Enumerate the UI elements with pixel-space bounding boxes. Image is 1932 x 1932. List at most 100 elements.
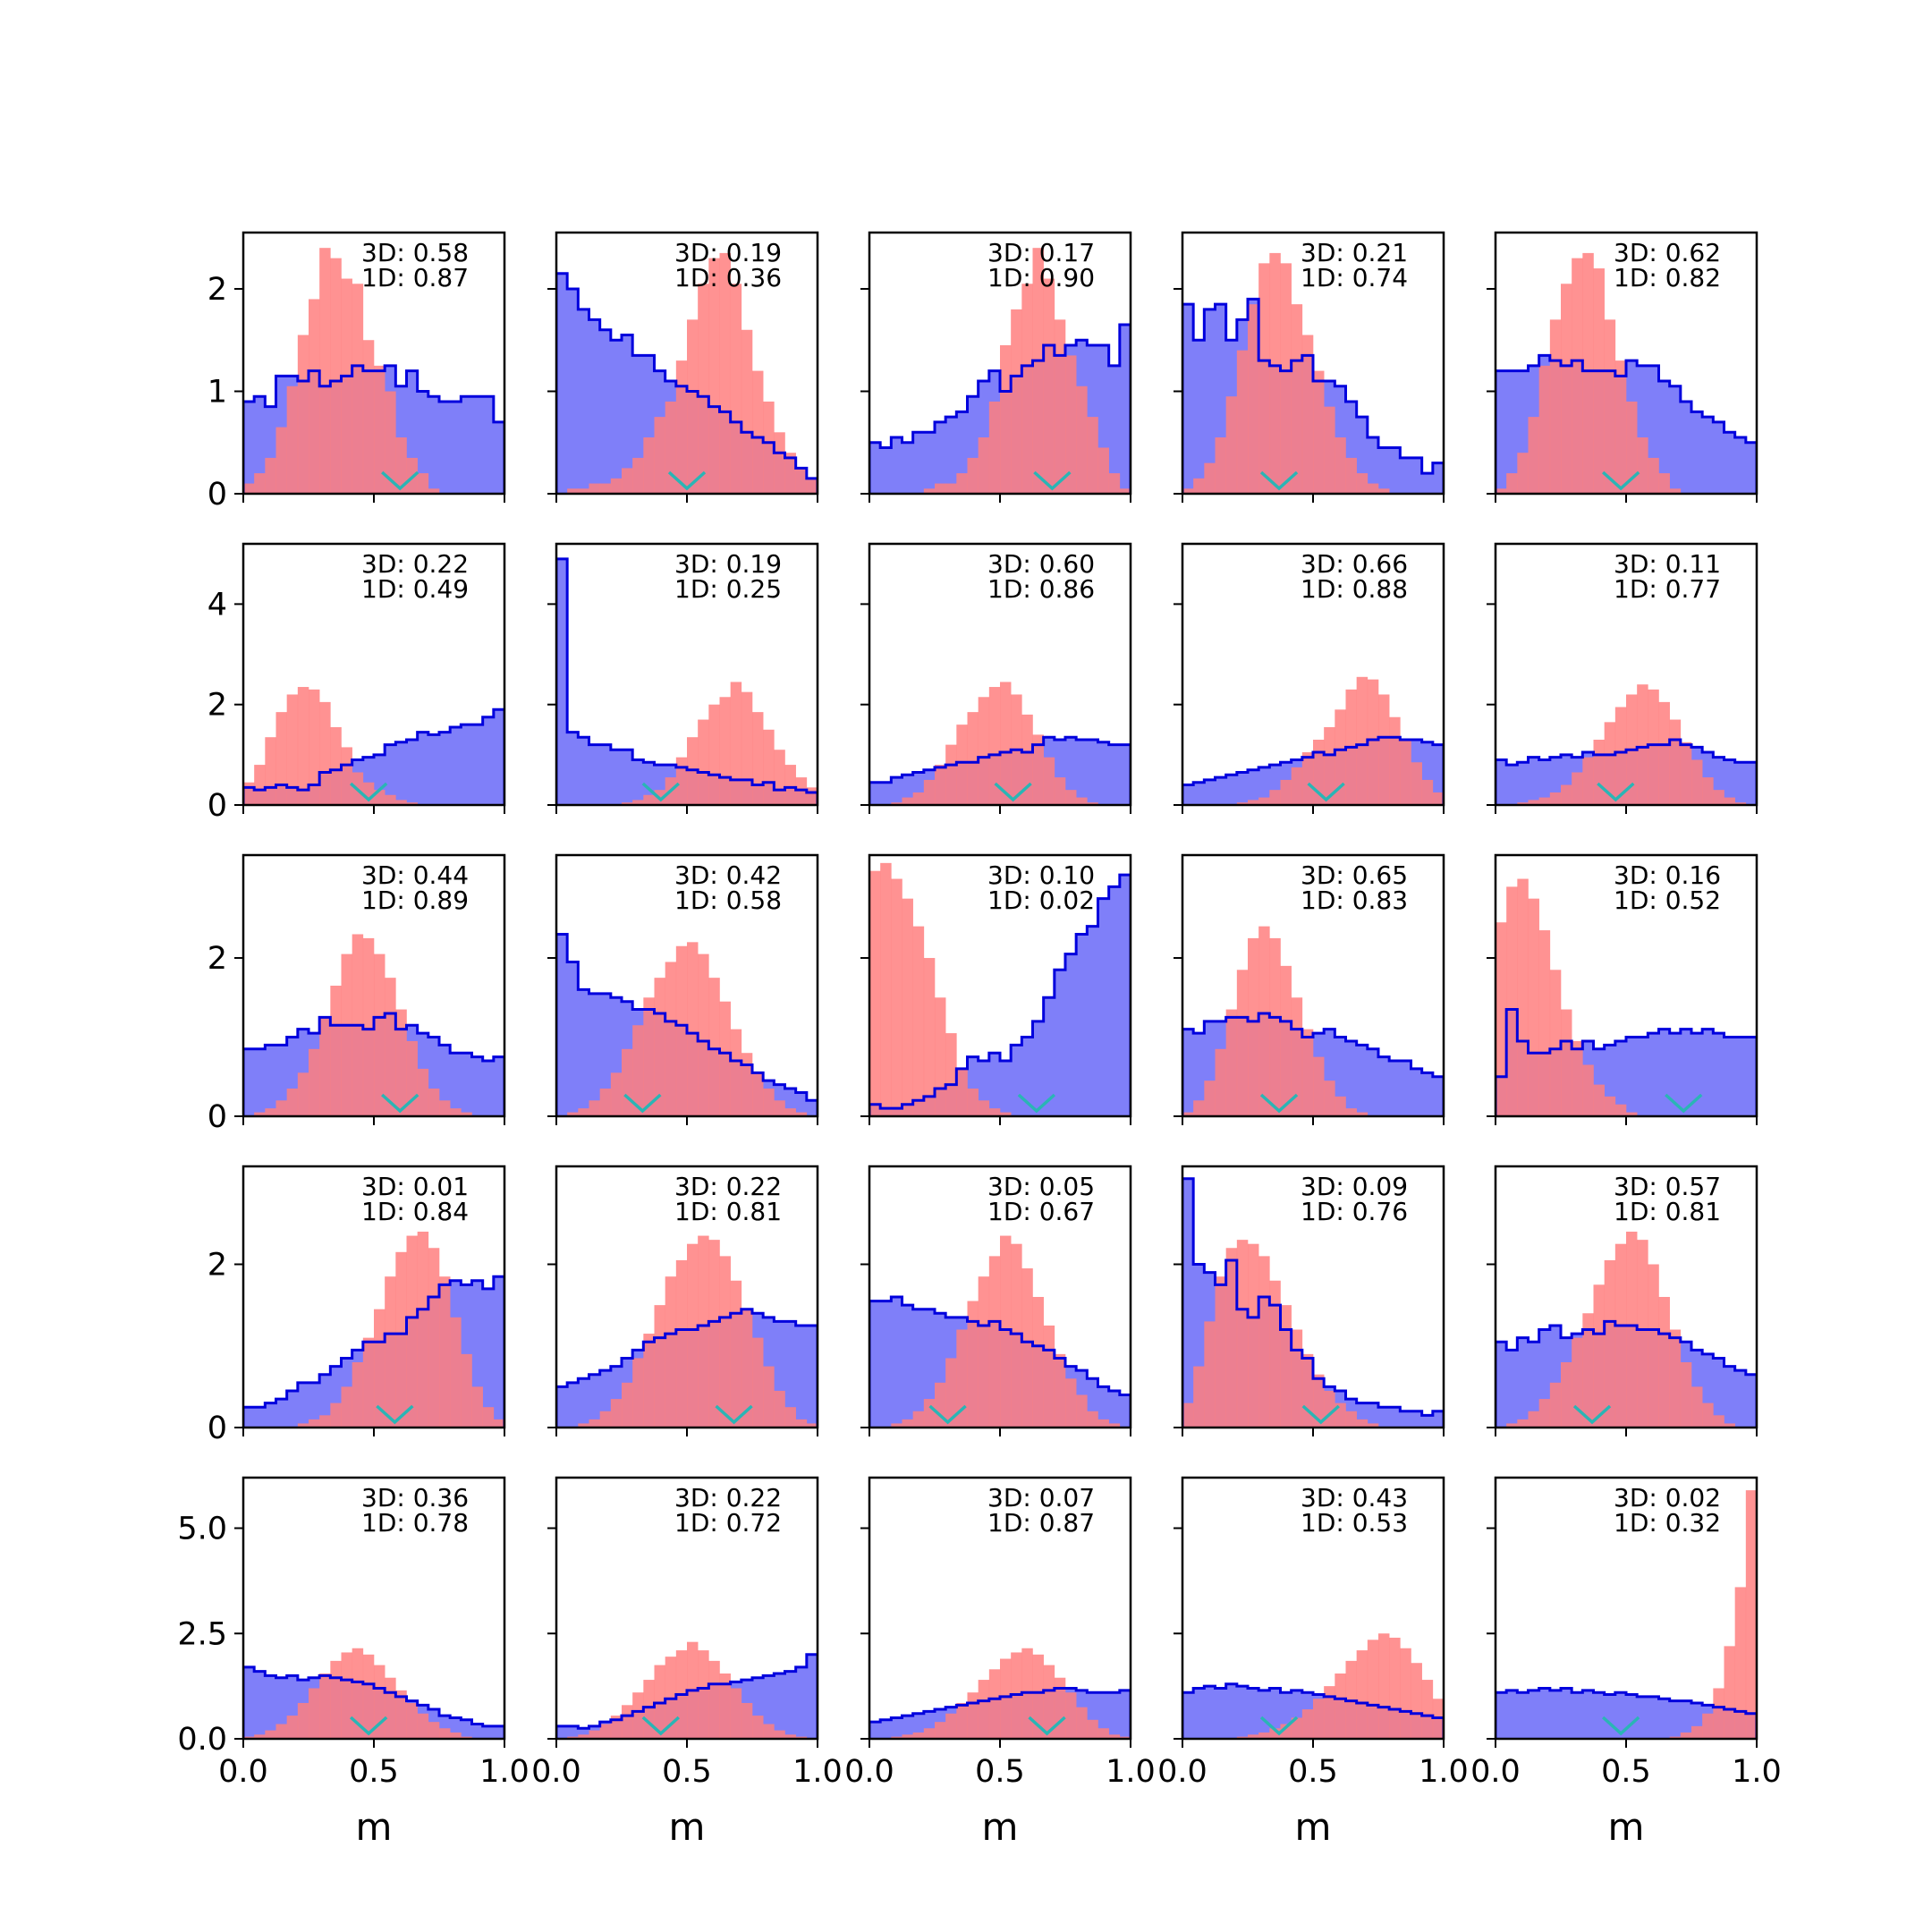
- marker-chevron: [1307, 782, 1345, 802]
- red-histogram-bar: [1043, 1325, 1055, 1428]
- annotation-1d: 1D: 0.82: [1614, 263, 1721, 292]
- red-histogram-bar: [578, 1423, 589, 1428]
- red-histogram-bar: [330, 258, 342, 494]
- red-histogram-bar: [1411, 762, 1422, 805]
- red-histogram-bar: [967, 712, 979, 805]
- red-histogram-bar: [1528, 1411, 1539, 1428]
- red-histogram-bar: [1313, 1699, 1325, 1739]
- annotation-1d: 1D: 0.49: [361, 574, 469, 604]
- red-histogram-bar: [1043, 1665, 1055, 1739]
- red-histogram-bar: [1367, 483, 1379, 494]
- red-histogram-bar: [1702, 777, 1714, 805]
- red-histogram-bar: [395, 1009, 407, 1116]
- red-histogram-bar: [708, 978, 720, 1116]
- plot-area: [1496, 1490, 1757, 1739]
- red-histogram-bar: [1248, 1243, 1259, 1428]
- red-histogram-bar: [439, 1276, 451, 1428]
- marker-chevron: [349, 1716, 388, 1736]
- red-histogram-bar: [1280, 263, 1292, 494]
- red-histogram-bar: [297, 335, 309, 494]
- red-histogram-bar: [902, 797, 913, 805]
- annotation-3d: 3D: 0.19: [674, 238, 782, 267]
- red-histogram-bar: [1582, 1313, 1594, 1428]
- plot-area: [869, 862, 1131, 1116]
- annotation-1d: 1D: 0.87: [361, 263, 469, 292]
- red-histogram-bar: [286, 694, 299, 805]
- red-histogram-bar: [1076, 1394, 1088, 1428]
- red-histogram-bar: [698, 1235, 709, 1428]
- red-histogram-bar: [1054, 319, 1066, 494]
- annotation-3d: 3D: 0.05: [987, 1172, 1095, 1201]
- x-axis-label: m: [356, 1805, 393, 1849]
- red-histogram-bar: [1021, 714, 1033, 805]
- blue-histogram-outline: [243, 1665, 504, 1739]
- annotation-3d: 3D: 0.60: [987, 549, 1095, 579]
- red-histogram-bar: [471, 1386, 483, 1428]
- red-histogram-bar: [319, 701, 331, 805]
- annotation-1d: 1D: 0.02: [987, 886, 1095, 915]
- red-histogram-bar: [1324, 1080, 1335, 1116]
- red-histogram-bar: [1637, 437, 1648, 494]
- red-histogram-bar: [632, 457, 644, 494]
- red-histogram-bar: [1248, 937, 1259, 1116]
- red-histogram-bar: [610, 478, 623, 494]
- red-histogram-bar: [1258, 1732, 1270, 1739]
- red-histogram-bar: [243, 483, 255, 494]
- marker-chevron: [1033, 470, 1072, 491]
- y-tick-label: 2: [208, 941, 227, 977]
- red-histogram-bar: [243, 782, 255, 805]
- red-histogram-bar: [774, 750, 785, 805]
- red-histogram-bar: [1604, 722, 1616, 805]
- red-histogram-bar: [622, 802, 633, 805]
- plot-area: [869, 1648, 1131, 1739]
- red-histogram-bar: [675, 945, 688, 1116]
- red-histogram-bar: [599, 1724, 612, 1739]
- plot-area: [556, 932, 818, 1116]
- red-histogram-bar: [1280, 1305, 1292, 1428]
- plot-area: [243, 1648, 504, 1739]
- blue-histogram-outline: [1182, 1177, 1444, 1428]
- red-histogram-bar: [1506, 886, 1518, 1116]
- red-histogram-bar: [341, 747, 352, 805]
- red-histogram-bar: [1669, 488, 1682, 494]
- red-histogram-bar: [1734, 1587, 1747, 1739]
- red-histogram-bar: [385, 794, 396, 805]
- red-histogram-bar: [1032, 248, 1044, 494]
- red-histogram-bar: [330, 1402, 342, 1428]
- red-histogram-bar: [1356, 1112, 1368, 1116]
- red-histogram-bar: [795, 1419, 808, 1428]
- blue-histogram-outline: [556, 1308, 818, 1428]
- red-histogram-bar: [1335, 709, 1346, 805]
- red-histogram-bar: [1411, 1663, 1422, 1739]
- red-histogram-bar: [1561, 284, 1572, 494]
- red-histogram-bar: [1269, 937, 1281, 1116]
- red-histogram-bar: [988, 1669, 1001, 1739]
- red-histogram-bar: [1204, 1321, 1216, 1428]
- red-histogram-bar: [1011, 309, 1022, 494]
- red-histogram-bar: [708, 704, 720, 805]
- red-histogram-bar: [1367, 1423, 1379, 1428]
- blue-histogram-outline: [869, 1686, 1131, 1739]
- red-histogram-bar: [784, 765, 796, 805]
- red-histogram-bar: [1713, 1415, 1724, 1428]
- red-histogram-bar: [265, 457, 276, 494]
- red-histogram-bar: [632, 800, 644, 805]
- red-histogram-bar: [1356, 1650, 1368, 1739]
- red-histogram-bar: [1637, 684, 1648, 805]
- annotation-3d: 3D: 0.11: [1614, 549, 1721, 579]
- x-axis-label: m: [1295, 1805, 1332, 1849]
- blue-histogram-fill: [869, 875, 1131, 1116]
- annotation-1d: 1D: 0.89: [361, 886, 469, 915]
- red-histogram-bar: [1604, 1259, 1616, 1428]
- red-histogram-bar: [1225, 396, 1238, 494]
- red-histogram-bar: [319, 1415, 331, 1428]
- plot-area: [1182, 1177, 1444, 1428]
- red-histogram-bar: [912, 792, 925, 805]
- y-tick-label: 2: [208, 1248, 227, 1284]
- red-histogram-bar: [395, 437, 407, 494]
- x-axis-label: m: [669, 1805, 706, 1849]
- red-histogram-bar: [1032, 1654, 1044, 1739]
